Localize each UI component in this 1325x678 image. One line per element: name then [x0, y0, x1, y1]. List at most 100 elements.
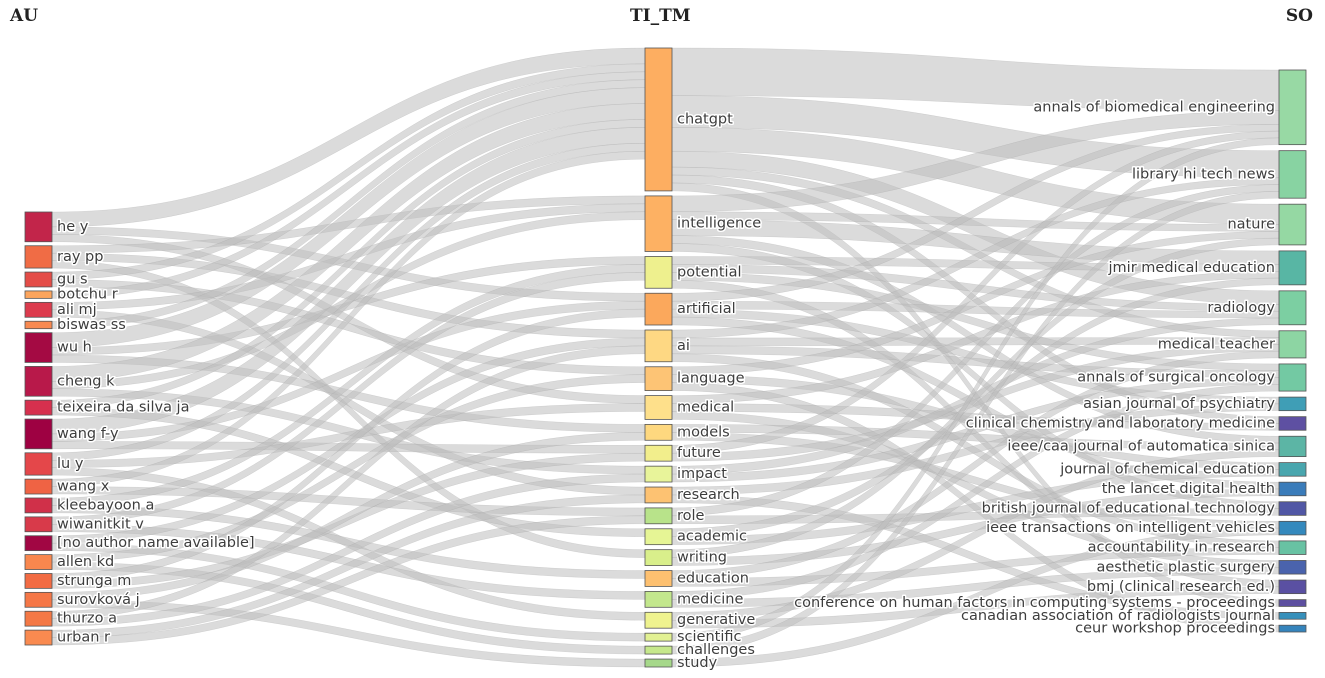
- node-label-academic: academic: [677, 529, 747, 545]
- node-label-ray-pp: ray pp: [57, 249, 103, 265]
- column-title-ti-tm: TI_TM: [630, 6, 691, 26]
- node-label-ali-mj: ali mj: [57, 302, 97, 318]
- node-label-artificial: artificial: [677, 301, 736, 317]
- node-ti-tm-artificial[interactable]: [644, 292, 673, 326]
- node-so-aesthetic-plastic-surgery[interactable]: [1278, 560, 1307, 575]
- node-ti-tm-writing[interactable]: [644, 549, 673, 566]
- node-ti-tm-role[interactable]: [644, 507, 673, 525]
- column-title-so: SO: [1285, 6, 1313, 26]
- node-label-kleebayoon-a: kleebayoon a: [57, 497, 154, 513]
- node-ti-tm-models[interactable]: [644, 423, 673, 441]
- node-au-surovkov-j[interactable]: [24, 591, 53, 608]
- node-label-strunga-m: strunga m: [57, 573, 131, 589]
- node-label-ai: ai: [677, 338, 690, 354]
- node-au-wang-f-y[interactable]: [24, 418, 53, 450]
- node-label-study: study: [677, 655, 718, 671]
- node-label-chatgpt: chatgpt: [677, 111, 733, 127]
- node-label-ieee-transactions-on-intelligent-vehicles: ieee transactions on intelligent vehicle…: [986, 520, 1275, 536]
- node-ti-tm-future[interactable]: [644, 444, 673, 462]
- node-ti-tm-potential[interactable]: [644, 256, 673, 289]
- node-label-teixeira-da-silva-ja: teixeira da silva ja: [57, 400, 189, 416]
- node-label-wang-x: wang x: [57, 479, 110, 495]
- node-label-the-lancet-digital-health: the lancet digital health: [1102, 481, 1275, 497]
- node-ti-tm-generative[interactable]: [644, 611, 673, 629]
- node-au-wu-h[interactable]: [24, 332, 53, 363]
- node-ti-tm-study[interactable]: [644, 658, 673, 668]
- node-so-clinical-chemistry-and-laboratory-medicine[interactable]: [1278, 416, 1307, 431]
- node-so-british-journal-of-educational-technology[interactable]: [1278, 501, 1307, 516]
- node-ti-tm-challenges[interactable]: [644, 645, 673, 655]
- node-so-bmj-clinical-research-ed[interactable]: [1278, 579, 1307, 595]
- node-label-ceur-workshop-proceedings: ceur workshop proceedings: [1075, 621, 1275, 637]
- node-au-gu-s[interactable]: [24, 271, 53, 288]
- node-label-surovkov-j: surovková j: [57, 592, 140, 608]
- node-au-strunga-m[interactable]: [24, 573, 53, 589]
- node-label-intelligence: intelligence: [677, 216, 761, 232]
- sankey-nodes: [24, 47, 1307, 668]
- node-au-he-y[interactable]: [24, 211, 53, 243]
- node-label-bmj-clinical-research-ed: bmj (clinical research ed.): [1087, 579, 1275, 595]
- node-so-the-lancet-digital-health[interactable]: [1278, 481, 1307, 497]
- node-label-future: future: [677, 445, 721, 461]
- node-label-radiology: radiology: [1207, 300, 1275, 316]
- node-so-accountability-in-research[interactable]: [1278, 540, 1307, 555]
- node-au-ray-pp[interactable]: [24, 245, 53, 269]
- node-label-canadian-association-of-radiologists-journal: canadian association of radiologists jou…: [961, 608, 1275, 624]
- node-so-ieee-transactions-on-intelligent-vehicles[interactable]: [1278, 520, 1307, 536]
- node-so-conference-on-human-factors-in-computing-systems-proceedings[interactable]: [1278, 599, 1307, 607]
- node-au-teixeira-da-silva-ja[interactable]: [24, 399, 53, 416]
- node-so-annals-of-surgical-oncology[interactable]: [1278, 363, 1307, 392]
- node-au-wang-x[interactable]: [24, 478, 53, 495]
- node-so-nature[interactable]: [1278, 203, 1307, 246]
- node-label-allen-kd: allen kd: [57, 554, 114, 570]
- node-ti-tm-scientific[interactable]: [644, 632, 673, 642]
- node-au-botchu-r[interactable]: [24, 290, 53, 299]
- node-label-impact: impact: [677, 466, 727, 482]
- node-au-kleebayoon-a[interactable]: [24, 497, 53, 514]
- node-au-cheng-k[interactable]: [24, 366, 53, 397]
- node-au-ali-mj[interactable]: [24, 301, 53, 318]
- node-label-wu-h: wu h: [57, 340, 92, 356]
- node-so-ieee-caa-journal-of-automatica-sinica[interactable]: [1278, 435, 1307, 458]
- node-so-jmir-medical-education[interactable]: [1278, 250, 1307, 286]
- node-ti-tm-language[interactable]: [644, 366, 673, 391]
- node-so-asian-journal-of-psychiatry[interactable]: [1278, 396, 1307, 412]
- node-so-library-hi-tech-news[interactable]: [1278, 150, 1307, 199]
- node-label-he-y: he y: [57, 219, 89, 235]
- node-so-ceur-workshop-proceedings[interactable]: [1278, 624, 1307, 633]
- node-ti-tm-academic[interactable]: [644, 528, 673, 546]
- node-au-lu-y[interactable]: [24, 452, 53, 476]
- node-label-journal-of-chemical-education: journal of chemical education: [1059, 461, 1275, 477]
- node-so-medical-teacher[interactable]: [1278, 330, 1307, 359]
- node-so-journal-of-chemical-education[interactable]: [1278, 462, 1307, 477]
- node-au-no-author-name-available[interactable]: [24, 535, 53, 552]
- node-label-library-hi-tech-news: library hi tech news: [1132, 166, 1275, 182]
- node-label-thurzo-a: thurzo a: [57, 611, 117, 627]
- node-au-biswas-ss[interactable]: [24, 320, 53, 330]
- node-label-medical-teacher: medical teacher: [1158, 336, 1275, 352]
- node-au-thurzo-a[interactable]: [24, 610, 53, 627]
- node-so-radiology[interactable]: [1278, 290, 1307, 326]
- node-ti-tm-impact[interactable]: [644, 465, 673, 483]
- node-ti-tm-research[interactable]: [644, 486, 673, 504]
- sankey-links: [51, 47, 1280, 668]
- node-label-wiwanitkit-v: wiwanitkit v: [57, 516, 144, 532]
- node-label-accountability-in-research: accountability in research: [1088, 540, 1275, 556]
- node-au-urban-r[interactable]: [24, 629, 53, 646]
- node-so-annals-of-biomedical-engineering[interactable]: [1278, 69, 1307, 146]
- node-ti-tm-ai[interactable]: [644, 329, 673, 363]
- node-au-allen-kd[interactable]: [24, 554, 53, 570]
- node-au-wiwanitkit-v[interactable]: [24, 516, 53, 533]
- node-ti-tm-medical[interactable]: [644, 395, 673, 420]
- node-label-research: research: [677, 487, 740, 503]
- node-ti-tm-education[interactable]: [644, 570, 673, 587]
- node-ti-tm-chatgpt[interactable]: [644, 47, 673, 192]
- node-label-urban-r: urban r: [57, 630, 110, 646]
- node-so-canadian-association-of-radiologists-journal[interactable]: [1278, 612, 1307, 620]
- node-ti-tm-intelligence[interactable]: [644, 195, 673, 252]
- node-ti-tm-medicine[interactable]: [644, 591, 673, 608]
- node-label-potential: potential: [677, 264, 742, 280]
- node-label-models: models: [677, 424, 730, 440]
- node-label-scientific: scientific: [677, 629, 742, 645]
